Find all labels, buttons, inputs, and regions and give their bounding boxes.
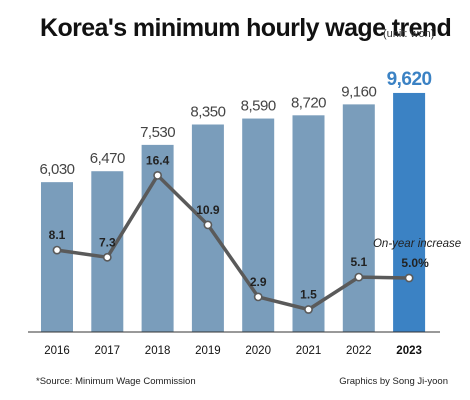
increase-label-2023: 5.0% — [401, 256, 429, 270]
source-note: *Source: Minimum Wage Commission — [36, 376, 196, 387]
bar-value-label-2018: 7,530 — [140, 124, 175, 141]
bar-2022 — [342, 104, 375, 333]
increase-point-2018 — [153, 170, 162, 180]
increase-point-2021 — [304, 305, 313, 314]
line-layer — [52, 170, 414, 314]
x-tick-label-2019: 2019 — [195, 345, 221, 357]
x-tick-label-2016: 2016 — [44, 345, 70, 357]
x-tick-label-2023: 2023 — [396, 345, 422, 357]
bar-value-label-2021: 8,720 — [291, 94, 326, 111]
increase-line — [56, 173, 410, 312]
line-series-annotation: On-year increase — [373, 238, 461, 250]
increase-point-2022 — [354, 272, 364, 282]
bar-2016 — [41, 182, 73, 332]
x-tick-label-2022: 2022 — [346, 345, 372, 357]
increase-label-2021: 1.5 — [300, 288, 317, 302]
bar-value-label-2019: 8,350 — [190, 104, 225, 121]
x-tick-label-2021: 2021 — [296, 345, 322, 357]
increase-point-2016 — [52, 245, 62, 255]
x-tick-label-2020: 2020 — [245, 345, 271, 357]
unit-label: (unit: won) — [383, 28, 435, 40]
bar-value-label-2017: 6,470 — [90, 150, 125, 167]
x-tick-label-2018: 2018 — [145, 345, 171, 357]
increase-point-2017 — [102, 252, 112, 262]
increase-label-2019: 10.9 — [196, 203, 220, 217]
bar-value-label-2020: 8,590 — [241, 98, 276, 115]
increase-label-2018: 16.4 — [146, 153, 170, 167]
chart-title: Korea's minimum hourly wage trend — [40, 14, 452, 42]
increase-point-2019 — [203, 220, 213, 230]
increase-label-2022: 5.1 — [350, 255, 367, 269]
bars-layer — [41, 92, 426, 333]
increase-point-2020 — [253, 292, 263, 302]
bar-2017 — [91, 171, 124, 332]
increase-label-2016: 8.1 — [49, 228, 66, 242]
graphics-credit: Graphics by Song Ji-yoon — [339, 376, 448, 387]
bar-value-label-2022: 9,160 — [341, 83, 376, 100]
increase-point-2023 — [404, 273, 414, 283]
x-tick-label-2017: 2017 — [95, 345, 121, 357]
bar-2023 — [393, 92, 426, 333]
bar-value-label-2023: 9,620 — [387, 69, 432, 90]
labels-layer: 6,030 2016 6,470 2017 7,530 2018 8,350 2019 8,59… — [39, 69, 461, 357]
increase-label-2017: 7.3 — [99, 235, 116, 249]
increase-label-2020: 2.9 — [250, 275, 267, 289]
bar-2021 — [292, 115, 325, 332]
bar-value-label-2016: 6,030 — [39, 161, 74, 178]
